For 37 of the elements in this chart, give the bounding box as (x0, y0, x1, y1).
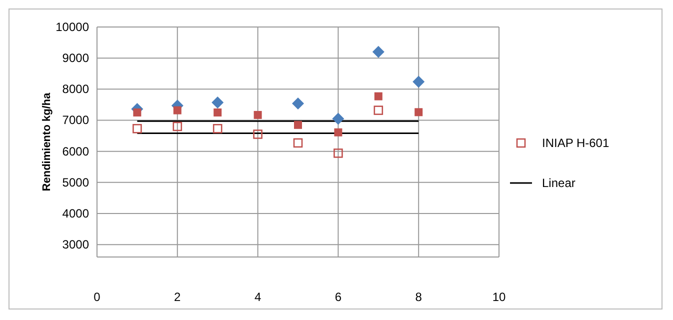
point (374, 106, 384, 115)
point (412, 76, 425, 88)
y-tick-label: 4000 (62, 206, 90, 220)
point (334, 128, 342, 136)
point (332, 112, 344, 125)
x-tick-label: 2 (174, 290, 182, 304)
point (292, 97, 304, 110)
point (374, 92, 382, 100)
y-tick-label: 10000 (56, 20, 90, 34)
point (414, 108, 423, 116)
point (212, 124, 222, 134)
point (294, 120, 302, 129)
y-tick-label: 9000 (62, 51, 90, 66)
point (372, 46, 384, 58)
x-tick-label: 4 (254, 290, 262, 304)
legend-label: Linear (542, 176, 576, 190)
y-tick-label: 7000 (62, 113, 90, 128)
point (334, 148, 343, 158)
y-tick-label: 3000 (62, 238, 90, 252)
point (214, 108, 222, 116)
x-tick-label: 6 (334, 290, 342, 304)
legend-label: INIAP H-601 (542, 136, 610, 150)
point (133, 108, 142, 116)
y-tick-label: 5000 (62, 175, 90, 190)
point (172, 122, 182, 132)
point (254, 110, 262, 119)
y-axis-title: Rendimiento kg/ha (41, 92, 53, 192)
point (132, 124, 142, 134)
point (253, 130, 262, 139)
x-tick-label: 10 (492, 290, 506, 304)
point (173, 106, 182, 114)
point (212, 96, 224, 109)
point (293, 138, 303, 148)
x-tick-label: 0 (94, 290, 101, 304)
x-tick-label: 8 (415, 290, 422, 304)
y-tick-label: 6000 (62, 144, 90, 158)
y-tick-label: 8000 (62, 82, 90, 96)
